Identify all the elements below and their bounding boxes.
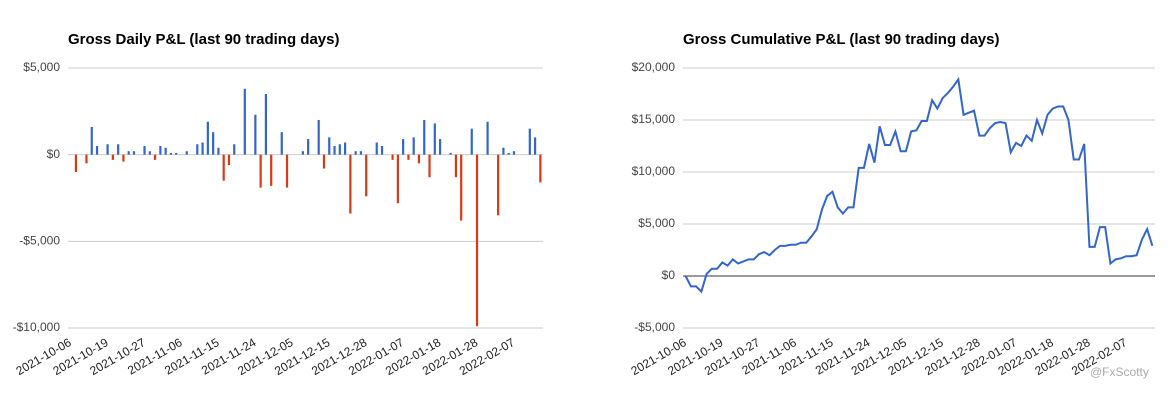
y-tick-label: $0 <box>662 268 676 282</box>
bar <box>417 154 421 164</box>
bar <box>175 152 178 155</box>
bar <box>259 154 262 188</box>
bar <box>412 137 415 155</box>
bar <box>117 144 120 155</box>
bar <box>206 121 209 155</box>
bar <box>512 151 516 155</box>
bar <box>201 142 204 155</box>
bar <box>196 144 199 155</box>
bar <box>270 154 273 186</box>
bar <box>343 142 347 155</box>
chart-title: Gross Daily P&L (last 90 trading days) <box>68 31 339 48</box>
bar <box>301 151 304 155</box>
y-tick-label: $0 <box>47 147 61 161</box>
bar <box>159 146 162 155</box>
bar <box>470 128 473 155</box>
bar <box>486 121 489 155</box>
bar <box>354 151 357 155</box>
bar <box>127 151 130 155</box>
bar <box>328 137 331 155</box>
y-tick-label: $5,000 <box>23 60 60 74</box>
bar <box>233 144 236 155</box>
y-tick-label: $5,000 <box>638 216 675 230</box>
bar <box>169 152 173 155</box>
bar <box>307 139 310 155</box>
bar <box>539 154 542 183</box>
y-tick-label: -$5,000 <box>19 234 60 248</box>
bar <box>85 154 88 164</box>
bar <box>380 146 384 155</box>
bar <box>402 139 405 155</box>
bar <box>143 146 146 155</box>
watermark: @FxScotty <box>1090 365 1149 379</box>
bar <box>264 94 268 155</box>
bar <box>375 142 378 155</box>
line <box>684 76 1154 294</box>
bar <box>449 152 452 155</box>
bar <box>460 154 463 221</box>
y-tick-label: -$5,000 <box>634 320 675 334</box>
bar <box>317 120 320 155</box>
chart-title: Gross Cumulative P&L (last 90 trading da… <box>683 31 999 48</box>
bar <box>475 154 479 327</box>
bar <box>254 114 257 155</box>
bar <box>338 144 341 155</box>
bar <box>423 120 426 155</box>
y-tick-label: $20,000 <box>632 60 676 74</box>
bar <box>438 139 442 155</box>
bar <box>148 151 151 155</box>
bar <box>359 151 363 155</box>
y-tick-label: $15,000 <box>632 112 676 126</box>
bar <box>122 154 125 162</box>
bar <box>528 128 531 155</box>
bar <box>407 154 410 160</box>
bar <box>185 151 188 155</box>
bar <box>454 154 458 178</box>
y-tick-label: $10,000 <box>632 164 676 178</box>
bar <box>333 146 336 155</box>
bar <box>349 154 352 214</box>
bar <box>280 132 283 155</box>
bar <box>90 126 93 155</box>
bar <box>497 154 500 216</box>
bar <box>243 88 246 155</box>
bar <box>222 154 225 181</box>
bar <box>507 152 510 155</box>
y-tick-label: -$10,000 <box>13 320 61 334</box>
bar <box>391 154 394 160</box>
bar <box>227 154 231 166</box>
bar <box>428 154 431 178</box>
bar <box>74 154 78 172</box>
bar <box>285 154 289 188</box>
bar <box>111 154 114 160</box>
bar <box>433 123 436 155</box>
bar <box>106 144 109 155</box>
bar <box>396 154 399 204</box>
bar <box>132 151 136 155</box>
bar <box>153 154 157 160</box>
bar <box>164 147 167 155</box>
bar <box>322 154 326 169</box>
bar <box>217 147 220 155</box>
bar <box>365 154 368 197</box>
bar <box>502 147 505 155</box>
bar <box>533 137 537 155</box>
bar <box>95 146 99 155</box>
bar <box>212 132 215 155</box>
